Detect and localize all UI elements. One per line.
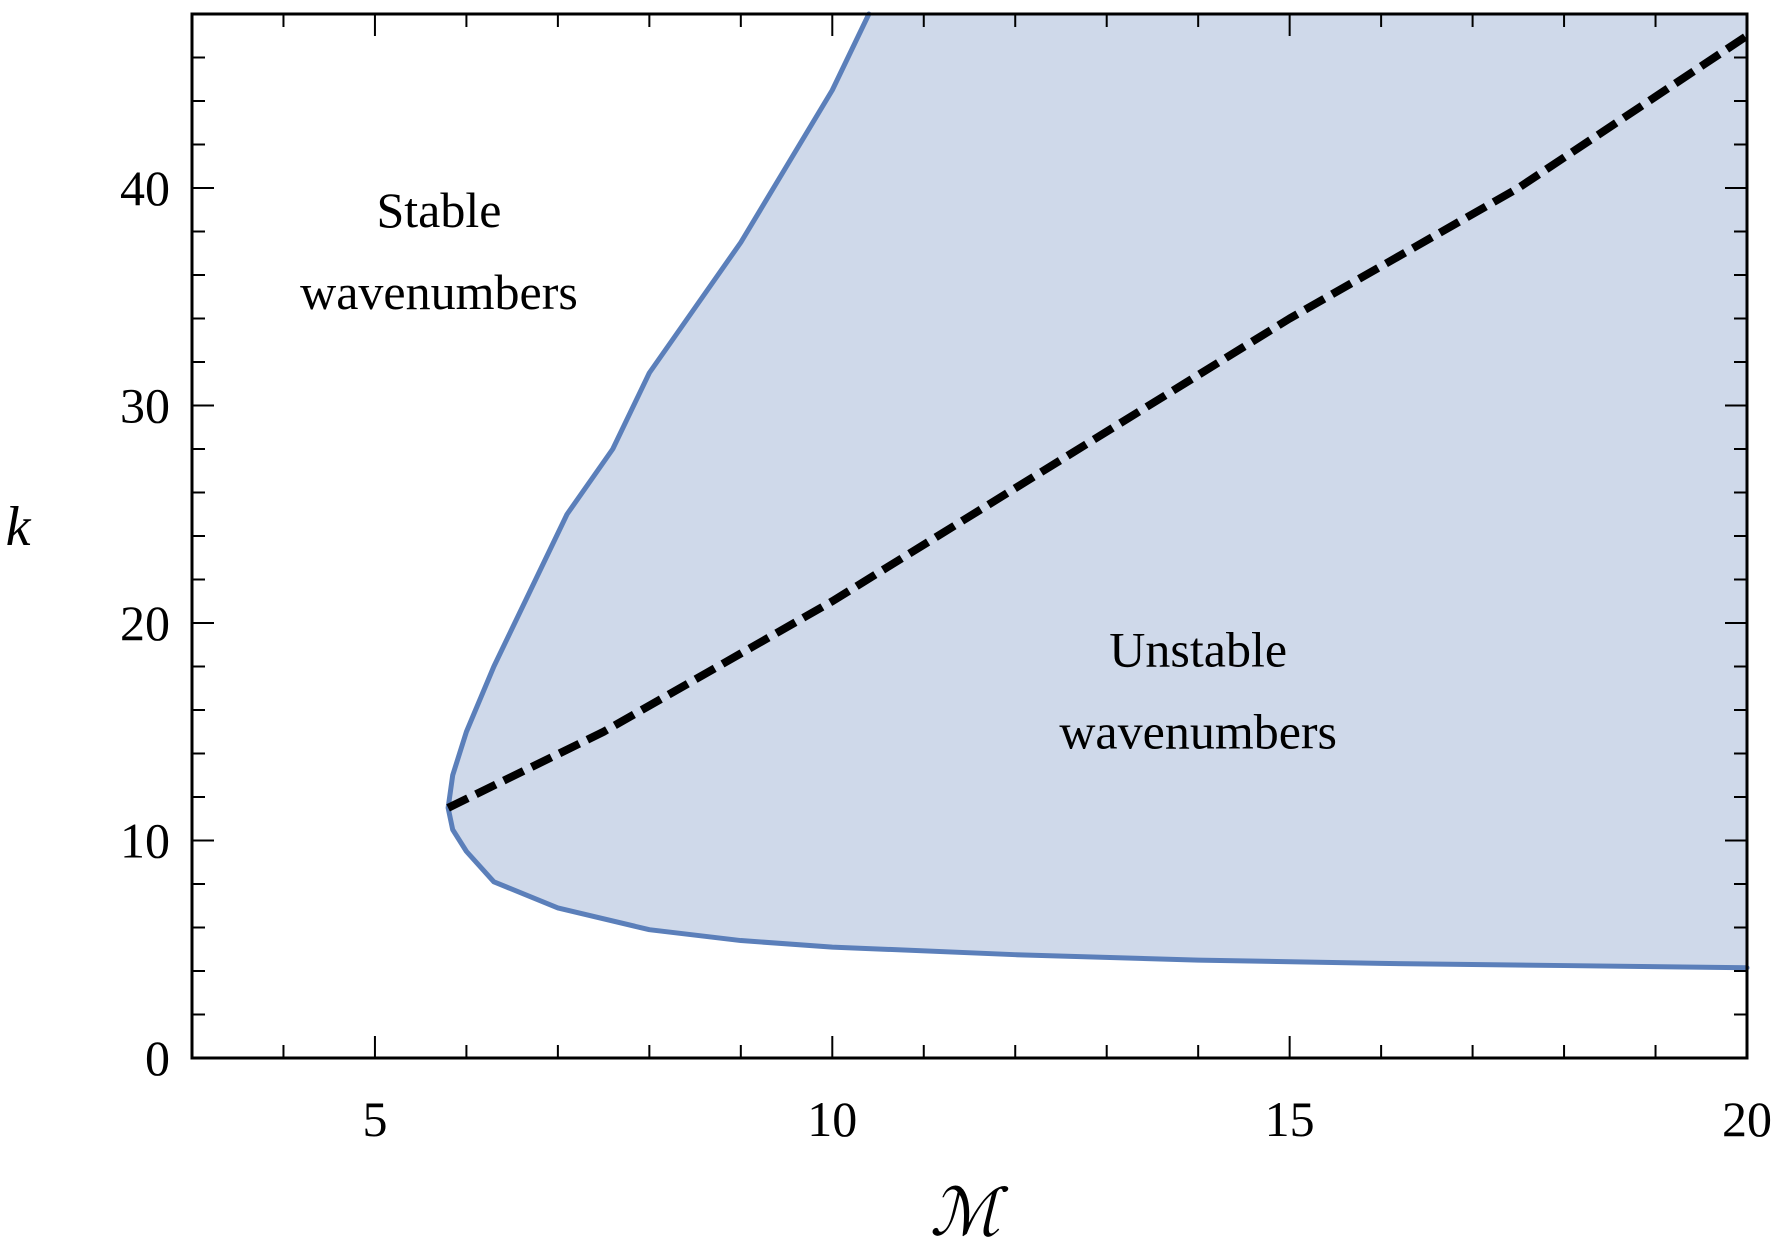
y-tick-label: 30 bbox=[120, 378, 170, 434]
annotation-line: wavenumbers bbox=[300, 264, 578, 320]
unstable-region-area bbox=[448, 14, 1747, 968]
x-axis-label: ℳ bbox=[930, 1177, 1009, 1250]
y-tick-label: 40 bbox=[120, 160, 170, 216]
stable-region-label: Stable wavenumbers bbox=[300, 182, 578, 320]
chart-lines bbox=[445, 11, 1750, 971]
unstable-region-fill bbox=[448, 14, 1747, 968]
y-tick-label: 10 bbox=[120, 813, 170, 869]
x-tick-label: 20 bbox=[1722, 1091, 1772, 1147]
annotation-line: Stable bbox=[376, 182, 501, 238]
x-tick-label: 5 bbox=[362, 1091, 387, 1147]
unstable-region-label: Unstable wavenumbers bbox=[1059, 622, 1337, 760]
annotation-line: wavenumbers bbox=[1059, 704, 1337, 760]
annotation-line: Unstable bbox=[1109, 622, 1287, 678]
y-tick-label: 0 bbox=[145, 1030, 170, 1086]
plot-frame bbox=[190, 12, 1749, 1060]
x-tick-label: 15 bbox=[1265, 1091, 1315, 1147]
y-axis-label: k bbox=[6, 496, 32, 558]
dashed-curve-line bbox=[446, 32, 1750, 812]
tick-labels: 5 10 15 20 0 10 20 30 40 bbox=[120, 160, 1772, 1147]
y-tick-label: 20 bbox=[120, 595, 170, 651]
annotations: Stable wavenumbers Unstable wavenumbers bbox=[300, 182, 1337, 759]
x-tick-label: 10 bbox=[807, 1091, 857, 1147]
